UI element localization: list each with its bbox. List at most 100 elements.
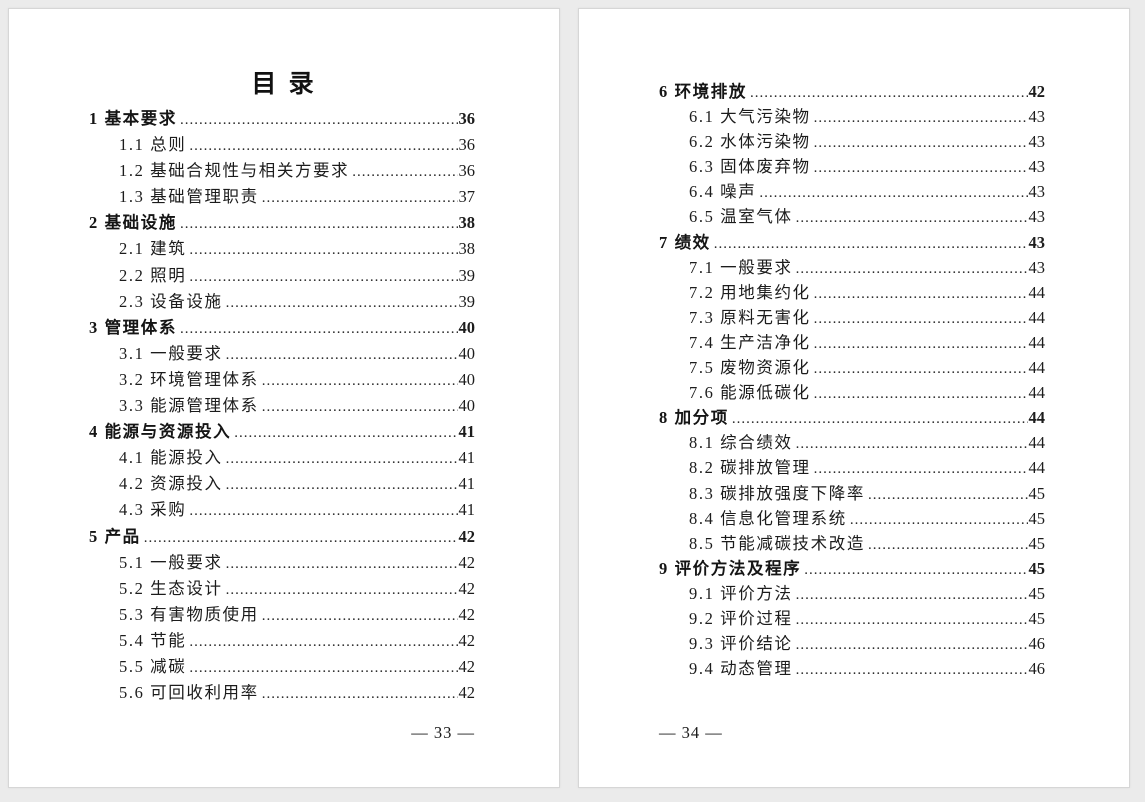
toc-entry[interactable]: 6 环境排放 42 bbox=[659, 78, 1045, 103]
toc-entry-page: 45 bbox=[1028, 608, 1046, 628]
toc-entry[interactable]: 7.5 废物资源化 44 bbox=[659, 354, 1045, 379]
dot-leader bbox=[850, 512, 1028, 529]
dot-leader bbox=[814, 110, 1028, 127]
toc-title: 目 录 bbox=[251, 71, 317, 98]
toc-entry-page: 42 bbox=[1028, 82, 1046, 101]
toc-entry-page: 46 bbox=[1028, 659, 1046, 679]
dot-leader bbox=[144, 530, 458, 547]
toc-entry[interactable]: 5.3 有害物质使用 42 bbox=[89, 601, 475, 627]
toc-entry[interactable]: 9.4 动态管理 46 bbox=[659, 655, 1045, 680]
toc-entry-label: 8.2 碳排放管理 bbox=[689, 458, 811, 478]
toc-entry[interactable]: 2.1 建筑 38 bbox=[89, 235, 475, 261]
toc-entry-label: 8.4 信息化管理系统 bbox=[689, 508, 847, 528]
toc-list-left: 1 基本要求361.1 总则361.2 基础合规性与相关方要求361.3 基础管… bbox=[9, 105, 559, 705]
toc-entry[interactable]: 8.5 节能减碳技术改造 45 bbox=[659, 530, 1045, 555]
toc-entry[interactable]: 9.2 评价过程 45 bbox=[659, 605, 1045, 630]
toc-entry[interactable]: 2.2 照明 39 bbox=[89, 262, 475, 288]
dot-leader bbox=[814, 160, 1028, 177]
toc-entry[interactable]: 5.5 减碳 42 bbox=[89, 653, 475, 679]
toc-entry[interactable]: 9 评价方法及程序 45 bbox=[659, 555, 1045, 580]
toc-entry-page: 42 bbox=[458, 526, 476, 546]
toc-entry-label: 9.4 动态管理 bbox=[689, 659, 793, 679]
toc-entry[interactable]: 2.3 设备设施 39 bbox=[89, 288, 475, 314]
toc-entry[interactable]: 2 基础设施 38 bbox=[89, 209, 475, 235]
toc-entry[interactable]: 8 加分项 44 bbox=[659, 404, 1045, 429]
toc-entry[interactable]: 5 产品 42 bbox=[89, 523, 475, 549]
dot-leader bbox=[180, 112, 458, 129]
toc-entry[interactable]: 7.2 用地集约化 44 bbox=[659, 279, 1045, 304]
toc-entry-label: 7.3 原料无害化 bbox=[689, 307, 811, 327]
toc-entry[interactable]: 4.3 采购 41 bbox=[89, 496, 475, 522]
toc-entry[interactable]: 3.1 一般要求 40 bbox=[89, 340, 475, 366]
page-34: 6 环境排放 42 6.1 大气污染物 43 6.2 水体污染物 43 6.3 固体废弃物 4… bbox=[578, 8, 1130, 788]
toc-entry[interactable]: 7.3 原料无害化 44 bbox=[659, 304, 1045, 329]
toc-entry[interactable]: 6.3 固体废弃物 43 bbox=[659, 153, 1045, 178]
toc-entry-page: 43 bbox=[1028, 107, 1046, 127]
toc-entry-page: 44 bbox=[1028, 307, 1046, 327]
toc-entry[interactable]: 1.3 基础管理职责 37 bbox=[89, 183, 475, 209]
toc-entry-page: 43 bbox=[1028, 182, 1046, 202]
toc-entry-label: 9.1 评价方法 bbox=[689, 583, 793, 603]
toc-entry-label: 7.6 能源低碳化 bbox=[689, 383, 811, 403]
toc-entry[interactable]: 6.4 噪声 43 bbox=[659, 178, 1045, 203]
toc-entry[interactable]: 3.2 环境管理体系 40 bbox=[89, 366, 475, 392]
toc-entry[interactable]: 9.3 评价结论 46 bbox=[659, 630, 1045, 655]
dot-leader bbox=[189, 269, 457, 286]
toc-entry[interactable]: 8.2 碳排放管理 44 bbox=[659, 454, 1045, 479]
toc-entry-page: 42 bbox=[458, 604, 476, 624]
toc-entry[interactable]: 1.2 基础合规性与相关方要求 36 bbox=[89, 157, 475, 183]
toc-entry-page: 40 bbox=[458, 396, 476, 416]
toc-entry-label: 8.3 碳排放强度下降率 bbox=[689, 483, 865, 503]
toc-entry[interactable]: 5.6 可回收利用率 42 bbox=[89, 679, 475, 705]
toc-entry[interactable]: 5.1 一般要求 42 bbox=[89, 549, 475, 575]
toc-entry[interactable]: 1 基本要求 36 bbox=[89, 105, 475, 131]
dot-leader bbox=[814, 336, 1028, 353]
dot-leader bbox=[814, 461, 1028, 478]
toc-entry[interactable]: 9.1 评价方法 45 bbox=[659, 580, 1045, 605]
toc-entry[interactable]: 4 能源与资源投入 41 bbox=[89, 418, 475, 444]
toc-entry[interactable]: 7.1 一般要求 43 bbox=[659, 254, 1045, 279]
dot-leader bbox=[796, 261, 1028, 278]
toc-entry[interactable]: 1.1 总则 36 bbox=[89, 131, 475, 157]
toc-entry[interactable]: 3.3 能源管理体系 40 bbox=[89, 392, 475, 418]
toc-entry-label: 4.3 采购 bbox=[119, 500, 187, 520]
toc-entry[interactable]: 7 绩效 43 bbox=[659, 229, 1045, 254]
toc-entry[interactable]: 7.6 能源低碳化 44 bbox=[659, 379, 1045, 404]
toc-entry-label: 6.1 大气污染物 bbox=[689, 107, 811, 127]
toc-entry-page: 45 bbox=[1028, 533, 1046, 553]
toc-entry-page: 36 bbox=[458, 161, 476, 181]
toc-entry-label: 5 产品 bbox=[89, 526, 141, 546]
toc-entry[interactable]: 3 管理体系 40 bbox=[89, 314, 475, 340]
toc-entry[interactable]: 4.2 资源投入 41 bbox=[89, 470, 475, 496]
toc-entry[interactable]: 6.2 水体污染物 43 bbox=[659, 128, 1045, 153]
page-33: 目 录 1 基本要求361.1 总则361.2 基础合规性与相关方要求361.3… bbox=[8, 8, 560, 788]
toc-entry-page: 42 bbox=[458, 656, 476, 676]
toc-entry-label: 2 基础设施 bbox=[89, 213, 177, 233]
toc-entry[interactable]: 6.1 大气污染物 43 bbox=[659, 103, 1045, 128]
toc-entry-label: 9.2 评价过程 bbox=[689, 608, 793, 628]
toc-entry[interactable]: 5.4 节能 42 bbox=[89, 627, 475, 653]
toc-entry-page: 44 bbox=[1028, 458, 1046, 478]
toc-entry[interactable]: 8.4 信息化管理系统 45 bbox=[659, 505, 1045, 530]
toc-entry-page: 45 bbox=[1028, 483, 1046, 503]
toc-entry-label: 3 管理体系 bbox=[89, 317, 177, 337]
toc-entry-label: 5.2 生态设计 bbox=[119, 578, 223, 598]
toc-entry[interactable]: 7.4 生产洁净化 44 bbox=[659, 329, 1045, 354]
toc-entry-page: 46 bbox=[1028, 634, 1046, 654]
toc-entry[interactable]: 5.2 生态设计 42 bbox=[89, 575, 475, 601]
dot-leader bbox=[234, 425, 457, 442]
dot-leader bbox=[352, 164, 457, 181]
dot-leader bbox=[262, 686, 458, 703]
dot-leader bbox=[226, 477, 458, 494]
toc-entry-page: 38 bbox=[458, 213, 476, 233]
toc-entry-page: 36 bbox=[458, 135, 476, 155]
toc-entry[interactable]: 4.1 能源投入 41 bbox=[89, 444, 475, 470]
toc-entry[interactable]: 8.3 碳排放强度下降率 45 bbox=[659, 480, 1045, 505]
dot-leader bbox=[180, 216, 458, 233]
toc-entry-label: 8 加分项 bbox=[659, 408, 729, 428]
toc-entry[interactable]: 6.5 温室气体 43 bbox=[659, 203, 1045, 228]
toc-entry-page: 42 bbox=[458, 552, 476, 572]
toc-entry[interactable]: 8.1 综合绩效 44 bbox=[659, 429, 1045, 454]
toc-entry-label: 4.1 能源投入 bbox=[119, 448, 223, 468]
toc-entry-label: 7.2 用地集约化 bbox=[689, 282, 811, 302]
